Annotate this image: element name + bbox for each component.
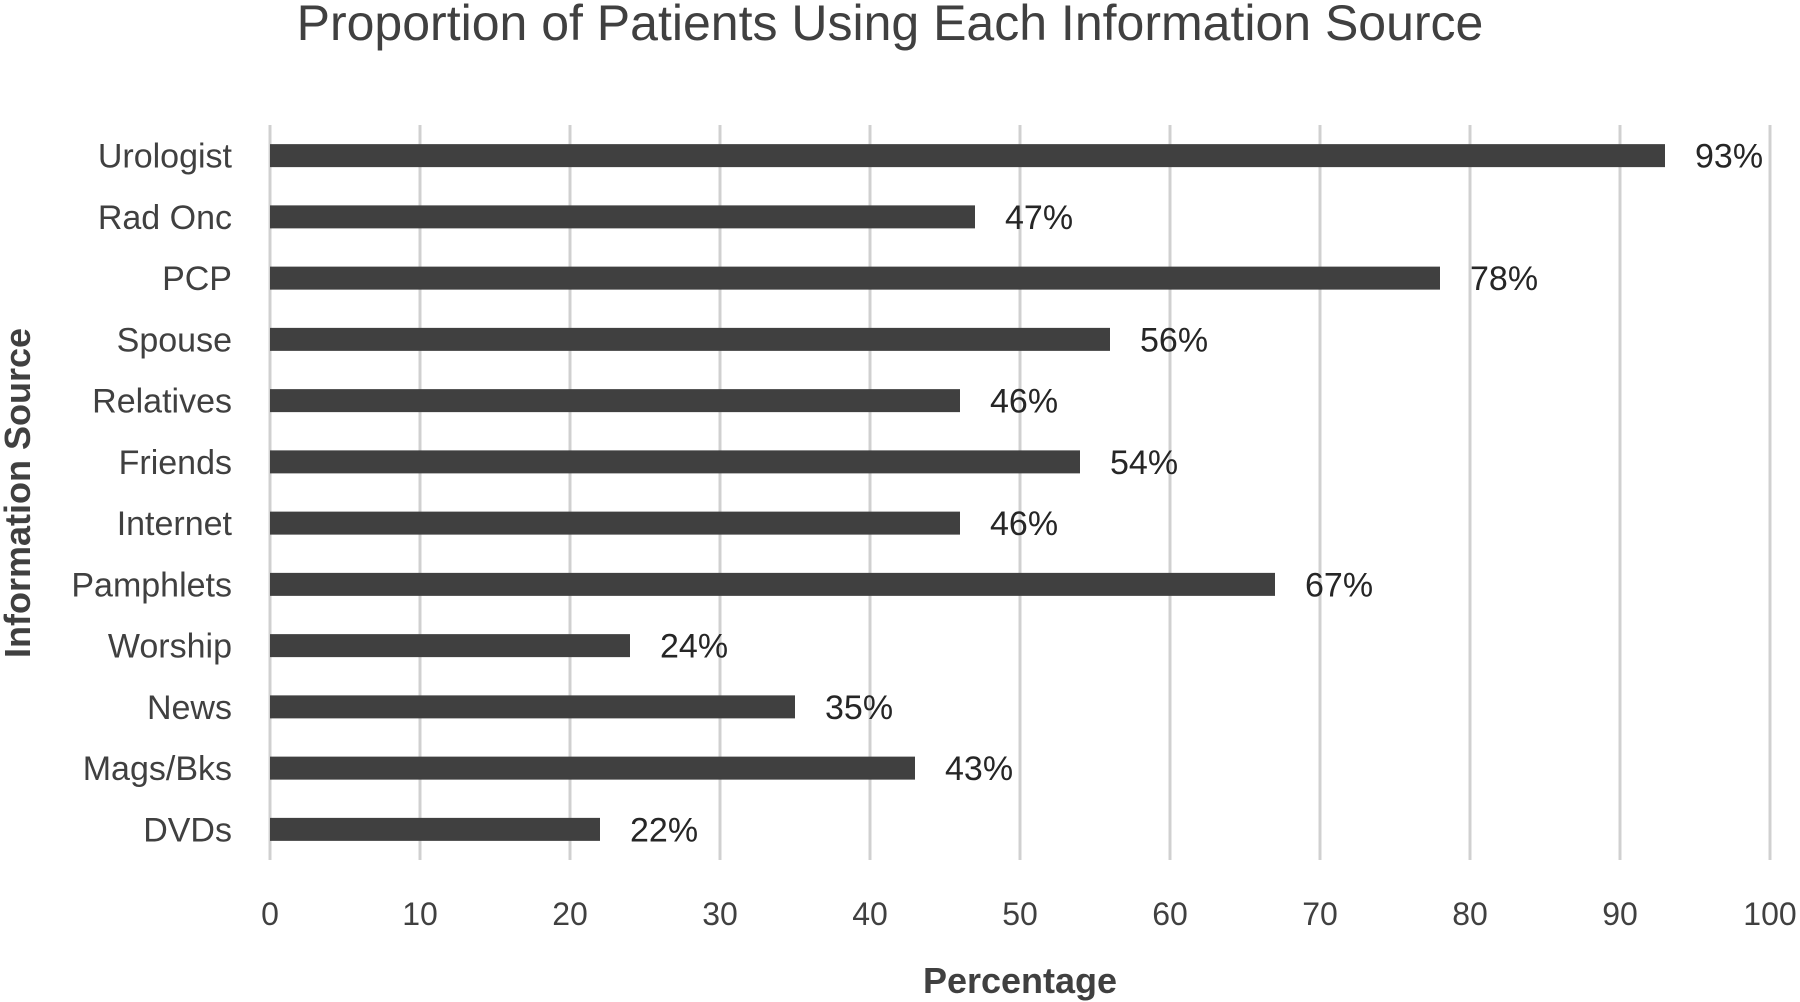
bar [270, 389, 960, 413]
data-label: 56% [1140, 321, 1208, 359]
x-tick-label: 100 [1743, 896, 1796, 932]
category-label: Rad Onc [98, 199, 232, 237]
data-label: 78% [1470, 260, 1538, 298]
x-tick-label: 20 [552, 896, 588, 932]
data-label: 24% [660, 628, 728, 666]
chart-title: Proportion of Patients Using Each Inform… [297, 0, 1484, 51]
category-labels: Urologist Rad Onc PCP Spouse Relatives Friend… [71, 138, 232, 850]
data-label: 93% [1695, 138, 1763, 176]
bar [270, 511, 960, 535]
x-tick-label: 0 [261, 896, 279, 932]
category-label: Urologist [98, 138, 233, 176]
x-tick-label: 30 [702, 896, 738, 932]
gridlines [268, 125, 1772, 860]
data-label: 47% [1005, 199, 1073, 237]
category-label: Mags/Bks [83, 750, 232, 788]
category-label: Relatives [92, 383, 232, 421]
category-label: Internet [117, 505, 233, 543]
data-label: 46% [990, 383, 1058, 421]
data-label: 35% [825, 689, 893, 727]
data-label: 46% [990, 505, 1058, 543]
bar [270, 817, 600, 841]
x-axis-title: Percentage [923, 960, 1117, 1001]
category-label: Friends [119, 444, 232, 482]
bar [270, 327, 1110, 351]
bar [270, 572, 1275, 596]
category-label: News [147, 689, 232, 727]
x-tick-label: 60 [1152, 896, 1188, 932]
category-label: DVDs [143, 811, 232, 849]
data-label: 67% [1305, 566, 1373, 604]
bars [270, 144, 1665, 841]
bar [270, 695, 795, 719]
bar [270, 450, 1080, 474]
data-label: 43% [945, 750, 1013, 788]
x-tick-label: 50 [1002, 896, 1038, 932]
data-labels: 93% 47% 78% 56% 46% 54% 46% 67% 24% 35% 43% 22% [630, 138, 1763, 850]
category-label: Pamphlets [71, 566, 232, 604]
x-tick-label: 70 [1302, 896, 1338, 932]
data-label: 54% [1110, 444, 1178, 482]
category-label: PCP [162, 260, 232, 298]
x-tick-label: 10 [402, 896, 438, 932]
bar [270, 144, 1665, 168]
bar [270, 756, 915, 780]
x-tick-label: 90 [1602, 896, 1638, 932]
y-axis-title: Information Source [0, 328, 38, 658]
x-tick-labels: 0 10 20 30 40 50 60 70 80 90 100 [261, 896, 1797, 932]
category-label: Worship [108, 628, 232, 666]
x-tick-label: 80 [1452, 896, 1488, 932]
bar [270, 205, 975, 229]
bar [270, 634, 630, 658]
x-tick-label: 40 [852, 896, 888, 932]
category-label: Spouse [117, 321, 232, 359]
bar [270, 266, 1440, 290]
data-label: 22% [630, 811, 698, 849]
